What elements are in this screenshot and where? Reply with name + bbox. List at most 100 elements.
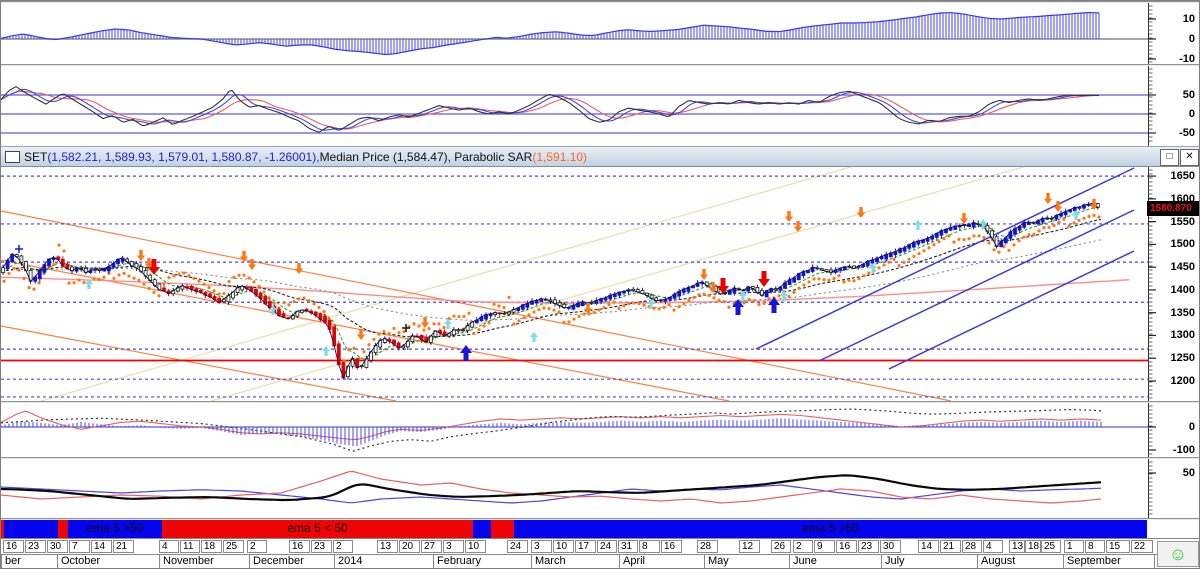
- axis-tick-label: -10: [1179, 53, 1195, 65]
- month-label: September: [1063, 555, 1154, 568]
- ribbon-label: ema 5 >50: [86, 521, 144, 535]
- ribbon-label: ema 5 < 50: [287, 521, 348, 535]
- ohlc-values: (1,582.21, 1,589.93, 1,579.01, 1,580.87,…: [47, 149, 320, 164]
- candlesticks: [1, 200, 1100, 380]
- last-price-tag: 1580.870: [1147, 200, 1199, 216]
- month-axis: ber October November December 2014 February Ma…: [1, 554, 1199, 568]
- date-tick: 16: [3, 540, 24, 553]
- oscillator-panel: [1, 85, 1148, 134]
- date-tick: 27: [421, 540, 442, 553]
- date-tick: 25: [223, 540, 244, 553]
- date-tick: 23: [311, 540, 332, 553]
- month-label: October: [57, 555, 159, 568]
- date-tick: 17: [575, 540, 596, 553]
- date-tick: 30: [47, 540, 68, 553]
- date-tick: 2: [333, 540, 353, 553]
- month-label: April: [619, 555, 704, 568]
- ribbon-label: ema 5 >50: [801, 521, 860, 535]
- date-tick: 13: [377, 540, 398, 553]
- date-tick: 4: [159, 540, 179, 553]
- date-tick: 30: [880, 540, 901, 553]
- date-tick: 2: [247, 540, 267, 553]
- close-button[interactable]: ✕: [1180, 149, 1199, 166]
- date-tick: 9: [814, 540, 835, 553]
- symbol-label: SET: [24, 149, 48, 164]
- month-label: November: [159, 555, 249, 568]
- date-tick: 12: [739, 540, 760, 553]
- date-tick: 10: [465, 540, 486, 553]
- date-tick: 24: [507, 540, 528, 553]
- chart-title-bar[interactable]: SET (1,582.21, 1,589.93, 1,579.01, 1,580…: [1, 146, 1199, 167]
- panel-separator: [1, 457, 1199, 459]
- parabolic-sar-dots: [2, 213, 1101, 363]
- ribbon-segment-red: [1, 520, 4, 538]
- axis-tick-label: 1550: [1170, 215, 1195, 228]
- axis-tick-label: 50: [1182, 89, 1195, 101]
- sar-value: (1,591.10): [532, 149, 588, 164]
- ribbon-segment-blue: ema 5 >50: [68, 520, 162, 538]
- date-tick: 1: [1064, 540, 1084, 553]
- chart-document-icon: [5, 150, 20, 163]
- axis-tick-label: 1400: [1170, 283, 1195, 296]
- signal-arrows: [15, 193, 1099, 361]
- month-label: June: [789, 555, 881, 568]
- date-tick: 15: [1106, 540, 1130, 553]
- month-label: May: [704, 555, 789, 568]
- date-tick: 2: [793, 540, 813, 553]
- axis-tick-label: 1450: [1170, 261, 1195, 274]
- date-tick: 18: [201, 540, 222, 553]
- roc-histogram: [1, 12, 1100, 55]
- ribbon-segment-red: [58, 520, 68, 538]
- axis-tick-label: 1500: [1170, 238, 1195, 251]
- date-tick: 28: [697, 540, 718, 553]
- date-tick: 31: [618, 540, 638, 553]
- date-tick: 4: [983, 540, 1003, 553]
- ribbon-segment-blue: [4, 520, 58, 538]
- date-tick: 23: [858, 540, 879, 553]
- month-label: 2014: [334, 555, 433, 568]
- axis-tick-label: 1650: [1170, 170, 1195, 183]
- axis-tick-label: 0: [1188, 108, 1195, 120]
- date-tick: 18: [1025, 540, 1041, 553]
- month-label: March: [531, 555, 619, 568]
- date-tick: 3: [443, 540, 464, 553]
- date-tick: 8: [639, 540, 660, 553]
- date-tick: 22: [1131, 540, 1153, 553]
- indicator-labels: Median Price (1,584.47), Parabolic SAR: [319, 149, 533, 164]
- axis-tick-label: 50: [1182, 467, 1195, 479]
- date-tick: 21: [940, 540, 961, 553]
- axis-tick-label: 1300: [1170, 329, 1195, 342]
- month-label: August: [977, 555, 1063, 568]
- month-label: ber: [1, 555, 57, 568]
- date-tick: 7: [69, 540, 90, 553]
- right-axis: [1148, 3, 1156, 518]
- osma-panel: [1, 408, 1148, 452]
- month-label: February: [433, 555, 531, 568]
- smiley-status-button[interactable]: ☺: [1157, 541, 1199, 567]
- axis-tick-label: -100: [1172, 444, 1195, 456]
- date-tick: 11: [180, 540, 200, 553]
- date-tick: 24: [597, 540, 617, 553]
- ribbon-segment-blue: ema 5 >50: [514, 520, 1147, 538]
- axis-tick-label: 0: [1188, 421, 1195, 433]
- panel-separator: [1, 1, 1199, 3]
- date-tick: 8: [1085, 540, 1105, 553]
- date-tick: 16: [289, 540, 310, 553]
- date-tick: 16: [661, 540, 682, 553]
- date-tick: 16: [836, 540, 857, 553]
- month-label: July: [881, 555, 977, 568]
- axis-tick-label: 10: [1182, 13, 1195, 25]
- axis-tick-label: -50: [1179, 127, 1195, 139]
- date-tick: 14: [918, 540, 939, 553]
- axis-tick-label: 1600: [1170, 192, 1195, 205]
- panel-separator: [1, 64, 1199, 66]
- restore-button[interactable]: □: [1160, 149, 1179, 166]
- slow-panel: [1, 470, 1102, 504]
- ribbon-segment-red: ema 5 < 50: [162, 520, 473, 538]
- axis-tick-label: 1250: [1170, 352, 1195, 365]
- panel-separator: [1, 518, 1199, 520]
- smiley-icon: ☺: [1168, 544, 1188, 564]
- date-tick: 26: [771, 540, 791, 553]
